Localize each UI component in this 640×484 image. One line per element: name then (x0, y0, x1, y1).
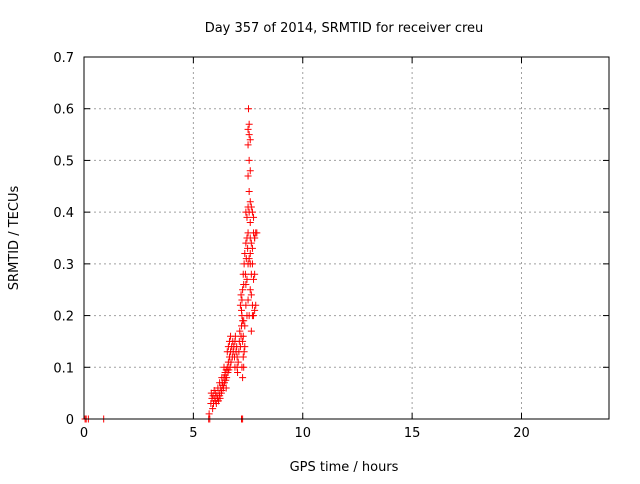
data-point (237, 291, 245, 299)
y-tick-label: 0.6 (53, 103, 74, 118)
x-tick-label: 5 (189, 426, 197, 441)
data-point (225, 337, 233, 345)
data-point (243, 275, 251, 283)
data-point (218, 374, 226, 382)
data-point (247, 239, 255, 247)
y-tick-label: 0.5 (53, 154, 74, 169)
data-point (239, 374, 247, 382)
data-point (248, 312, 256, 320)
data-point (245, 105, 252, 113)
data-points (81, 105, 261, 423)
data-point (239, 286, 247, 294)
data-point (244, 172, 252, 180)
data-point (238, 363, 246, 371)
data-point (233, 353, 241, 361)
data-point (247, 327, 255, 335)
data-point (222, 384, 230, 392)
data-point (242, 301, 250, 309)
data-point (244, 260, 252, 268)
data-point (216, 379, 224, 387)
data-point (247, 291, 255, 299)
data-point (221, 368, 229, 376)
data-point (245, 156, 253, 164)
x-tick-label: 10 (294, 426, 311, 441)
x-axis-label: GPS time / hours (290, 460, 399, 475)
data-point (239, 337, 247, 345)
data-point (250, 213, 258, 221)
data-point (242, 281, 250, 289)
data-point (238, 296, 246, 304)
data-point (245, 120, 253, 128)
data-point (223, 348, 231, 356)
data-point (234, 368, 242, 376)
data-point (251, 270, 259, 278)
x-tick-label: 20 (513, 426, 530, 441)
data-point (244, 296, 252, 304)
y-tick-label: 0.3 (53, 258, 74, 273)
data-point (244, 125, 252, 133)
data-point (251, 234, 259, 242)
data-point (205, 410, 213, 418)
data-point (209, 405, 217, 413)
data-point (238, 306, 245, 314)
data-point (245, 187, 253, 195)
data-point (216, 394, 224, 402)
axis-ticks: 0 5 10 15 20 0 0.1 0.2 0.3 0.4 0.5 0.6 0.7 (53, 51, 609, 441)
data-point (244, 141, 252, 149)
data-point (224, 343, 232, 351)
data-point (246, 286, 254, 294)
data-point (240, 317, 248, 325)
y-tick-label: 0.7 (53, 51, 74, 66)
data-point (243, 213, 251, 221)
data-point (250, 275, 258, 283)
data-point (246, 136, 254, 144)
data-point (241, 322, 249, 330)
data-point (245, 131, 253, 139)
data-point (239, 353, 247, 361)
y-tick-label: 0.1 (53, 361, 74, 376)
chart-title: Day 357 of 2014, SRMTID for receiver cre… (205, 21, 484, 36)
data-point (251, 306, 259, 314)
y-tick-label: 0.4 (53, 206, 74, 221)
grid (84, 57, 609, 419)
data-point (248, 244, 256, 252)
plot-frame (83, 56, 610, 420)
data-point (247, 203, 255, 211)
data-point (240, 348, 248, 356)
data-point (220, 363, 228, 371)
data-point (246, 250, 254, 258)
data-point (253, 229, 261, 237)
data-point (246, 198, 254, 206)
x-tick-label: 0 (80, 426, 88, 441)
data-point (227, 358, 235, 366)
data-point (246, 167, 254, 175)
y-tick-label: 0.2 (53, 310, 74, 325)
data-point (245, 255, 253, 263)
data-point (241, 270, 249, 278)
x-tick-label: 15 (404, 426, 421, 441)
data-point (241, 343, 249, 351)
data-point (248, 208, 256, 216)
data-point (252, 301, 260, 309)
y-tick-label: 0 (66, 413, 74, 428)
y-axis-label: SRMTID / TECUs (7, 186, 22, 291)
data-point (236, 327, 244, 335)
data-point (234, 358, 242, 366)
data-point (227, 332, 235, 340)
data-point (239, 332, 247, 340)
data-point (246, 218, 254, 226)
